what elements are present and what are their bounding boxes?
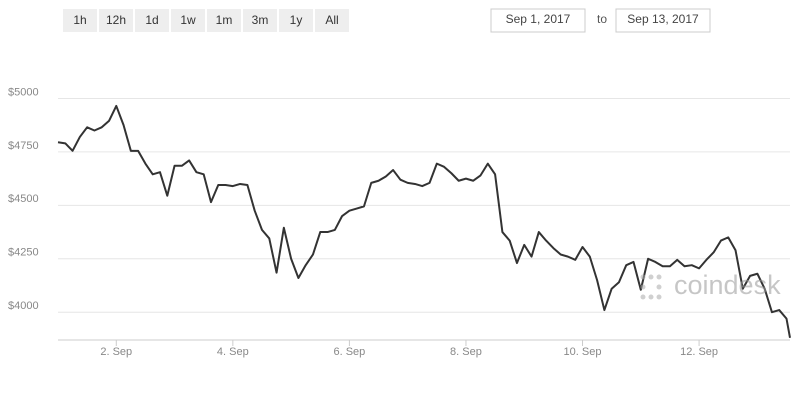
range-button-label[interactable]: 1m [216, 13, 233, 27]
x-tick-label: 4. Sep [217, 346, 249, 358]
y-tick-label: $4000 [8, 300, 39, 312]
range-button-label[interactable]: 1d [145, 13, 158, 27]
date-to-box[interactable] [615, 8, 711, 33]
range-button[interactable] [243, 9, 277, 32]
watermark-text: coindesk [674, 270, 781, 300]
date-from[interactable]: Sep 1, 2017 [506, 12, 571, 26]
x-tick-label: 8. Sep [450, 346, 482, 358]
y-tick-label: $4250 [8, 247, 39, 259]
y-tick-label: $4750 [8, 140, 39, 152]
x-tick-label: 12. Sep [680, 346, 718, 358]
range-button[interactable] [279, 9, 313, 32]
range-button-label[interactable]: 12h [106, 13, 126, 27]
range-button-label[interactable]: All [325, 13, 338, 27]
watermark: coindesk [640, 270, 781, 300]
range-button[interactable] [171, 9, 205, 32]
date-separator: to [597, 12, 607, 26]
range-button[interactable] [207, 9, 241, 32]
range-button-label[interactable]: 1w [180, 13, 196, 27]
range-button[interactable] [99, 9, 133, 32]
x-tick-label: 10. Sep [564, 346, 602, 358]
range-button-label[interactable]: 1h [73, 13, 86, 27]
y-tick-label: $5000 [8, 86, 39, 98]
watermark-icon [640, 274, 662, 300]
date-to[interactable]: Sep 13, 2017 [627, 12, 699, 26]
y-tick-label: $4500 [8, 193, 39, 205]
date-from-box[interactable] [490, 8, 586, 33]
range-button-label[interactable]: 1y [290, 13, 303, 27]
range-button[interactable] [315, 9, 349, 32]
x-tick-label: 2. Sep [100, 346, 132, 358]
range-button[interactable] [63, 9, 97, 32]
x-tick-label: 6. Sep [333, 346, 365, 358]
range-button[interactable] [135, 9, 169, 32]
price-line [57, 104, 791, 339]
range-button-label[interactable]: 3m [252, 13, 269, 27]
